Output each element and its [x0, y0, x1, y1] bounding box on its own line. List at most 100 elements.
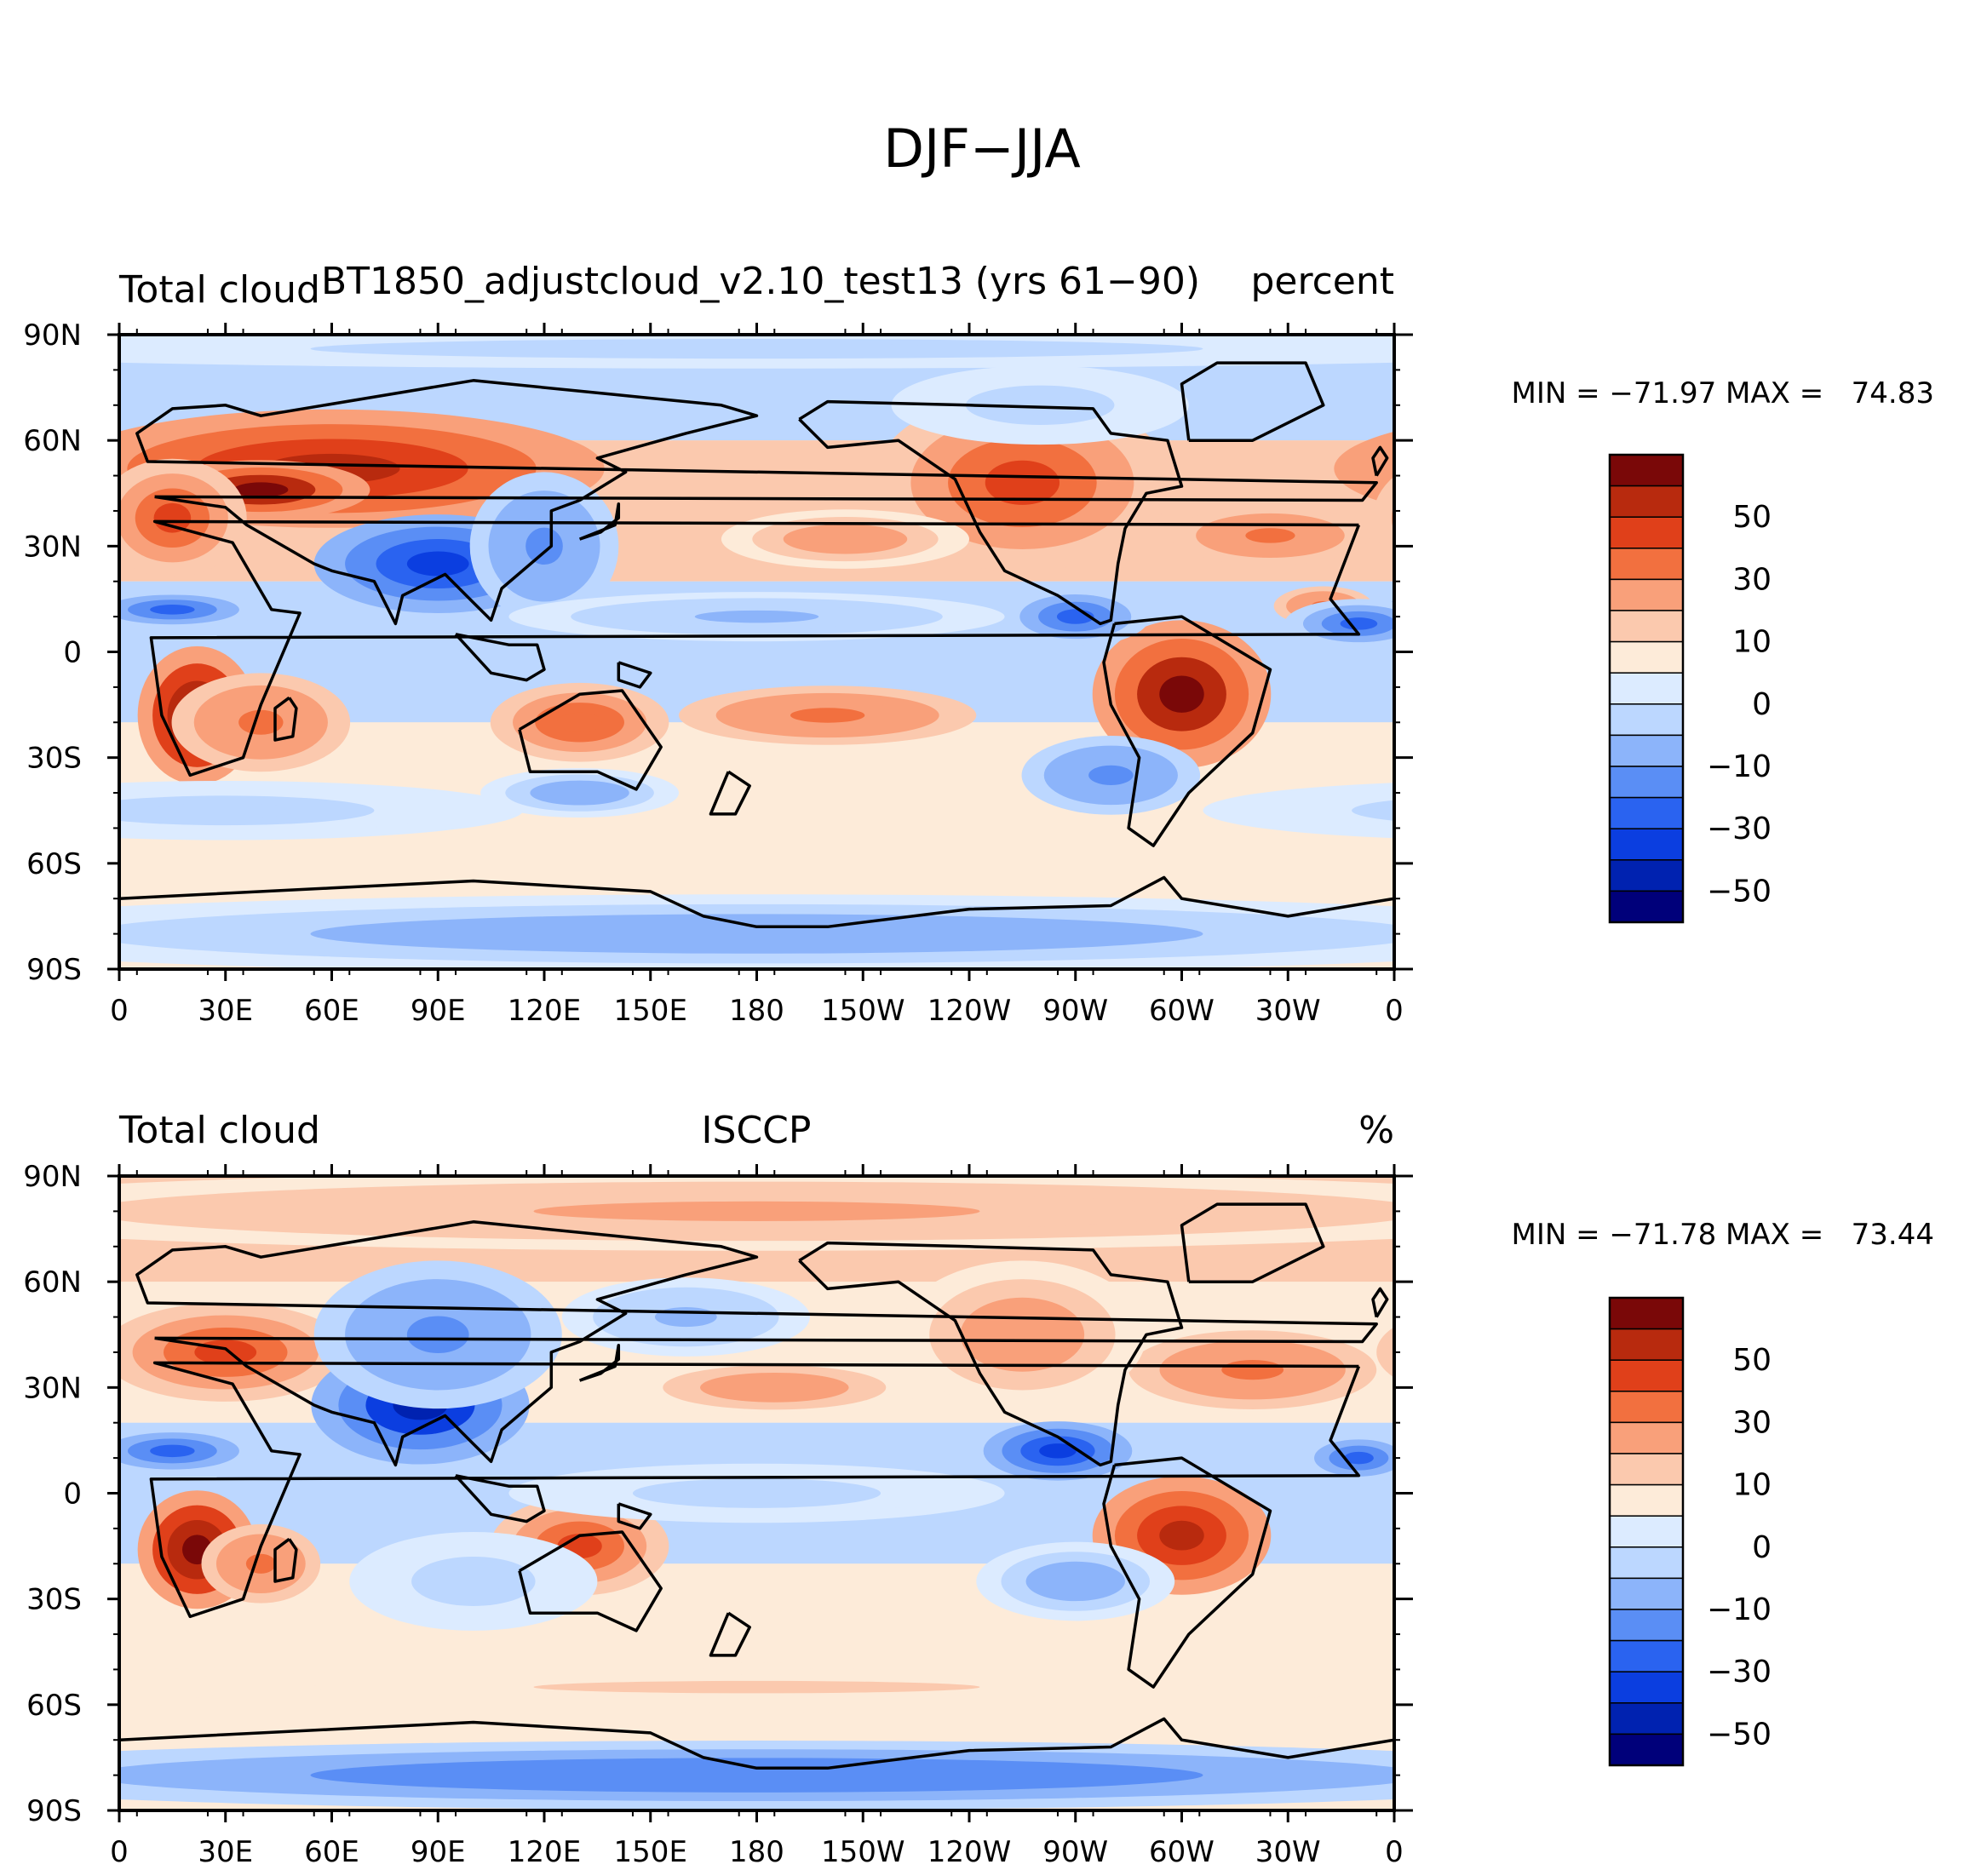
- colorbar-segment: [1609, 890, 1684, 923]
- anomaly-blob: [194, 1340, 257, 1365]
- coastline: [119, 875, 1394, 929]
- anomaly-blob: [245, 1553, 276, 1574]
- anomaly-blob: [1586, 339, 1964, 359]
- x-tick-label: 120W: [927, 994, 1012, 1028]
- colorbar-segment: [1609, 1297, 1684, 1330]
- y-tick-label: 90N: [23, 318, 82, 353]
- anomaly-blob: [1439, 1328, 1563, 1377]
- y-tick-label: 30N: [23, 1371, 82, 1405]
- x-tick-label: 90W: [1042, 994, 1108, 1028]
- anomaly-blob: [737, 1380, 812, 1396]
- coastline: [798, 1241, 1184, 1467]
- colorbar-label: 50: [1732, 500, 1772, 535]
- x-tick-label: 60E: [304, 1835, 359, 1869]
- colorbar-segment: [1609, 640, 1684, 674]
- coastline: [518, 1530, 663, 1632]
- anomaly-blob: [694, 1485, 819, 1501]
- x-tick-label: 0: [110, 1835, 129, 1869]
- anomaly-blob: [150, 605, 195, 615]
- y-tick-label: 60N: [23, 1265, 82, 1299]
- y-tick-label: 30S: [26, 742, 82, 776]
- coastline: [1102, 1456, 1272, 1689]
- anomaly-blob: [238, 709, 284, 735]
- colorbar-segment: [1609, 1609, 1684, 1642]
- x-tick-label: 150W: [821, 994, 905, 1028]
- figure-title: DJF−JJA: [883, 118, 1081, 180]
- colorbar-segment: [1609, 1391, 1684, 1424]
- colorbar-segment: [1609, 828, 1684, 861]
- x-tick-label: 60E: [304, 994, 359, 1028]
- anomaly-blob: [406, 551, 469, 577]
- colorbar-segment: [1609, 610, 1684, 643]
- coastline: [454, 1474, 546, 1523]
- coastline: [149, 519, 1361, 777]
- colorbar-segment: [1609, 1702, 1684, 1735]
- coastline: [1371, 1287, 1389, 1318]
- panel-top-stats: MIN = −71.97 MAX = 74.83: [1512, 376, 1934, 410]
- colorbar-label: −10: [1707, 749, 1772, 784]
- colorbar-label: −30: [1707, 812, 1772, 846]
- colorbar-label: −30: [1707, 1655, 1772, 1690]
- anomaly-blob: [1362, 1767, 1394, 1783]
- panel-top-center-title: BT1850_adjustcloud_v2.10_test13 (yrs 61−…: [321, 260, 1200, 303]
- anomaly-blob: [533, 1766, 980, 1784]
- coastline: [518, 689, 663, 791]
- y-tick-label: 0: [63, 1477, 82, 1512]
- x-tick-label: 120E: [508, 1835, 581, 1869]
- colorbar-label: 0: [1752, 1530, 1772, 1565]
- anomaly-blob: [991, 1316, 1054, 1353]
- anomaly-blob: [654, 1306, 717, 1328]
- anomaly-blob: [1362, 1681, 1394, 1693]
- panel-bottom-left-title: Total cloud: [118, 1109, 320, 1152]
- anomaly-blob: [1410, 488, 1484, 548]
- anomaly-blob: [1159, 675, 1204, 713]
- y-tick-label: 30S: [26, 1583, 82, 1617]
- colorbar-segment: [1609, 859, 1684, 892]
- panel-top: Total cloud BT1850_adjustcloud_v2.10_tes…: [23, 260, 1964, 1028]
- anomaly-blob: [1373, 476, 1394, 559]
- anomaly-blob: [1362, 1202, 1394, 1220]
- anomaly-blob: [533, 1680, 980, 1694]
- coastline: [617, 661, 652, 689]
- y-tick-label: 90N: [23, 1160, 82, 1194]
- anomaly-blob: [1050, 1571, 1100, 1592]
- colorbar-label: −10: [1707, 1592, 1772, 1627]
- anomaly-blob: [525, 527, 563, 565]
- x-tick-label: 180: [729, 994, 784, 1028]
- anomaly-blob: [533, 343, 980, 354]
- colorbar-frame: [1608, 1296, 1685, 1767]
- anomaly-blob: [150, 1444, 195, 1458]
- colorbar-segment: [1609, 796, 1684, 829]
- colorbar-segment: [1609, 548, 1684, 581]
- colorbar-segment: [1609, 1733, 1684, 1766]
- y-tick-label: 30N: [23, 530, 82, 564]
- coastline: [1180, 361, 1325, 442]
- coastline: [709, 1611, 751, 1657]
- colorbar-label: 10: [1732, 1468, 1772, 1503]
- anomaly-blob: [233, 482, 289, 497]
- panel-bottom-center-title: ISCCP: [702, 1109, 812, 1152]
- colorbar-segment: [1609, 766, 1684, 799]
- colorbar-label: 10: [1732, 625, 1772, 660]
- anomaly-blob: [1403, 600, 1492, 619]
- anomaly-blob: [1403, 1438, 1492, 1463]
- colorbar-label: −50: [1707, 874, 1772, 909]
- colorbar-segment: [1609, 1483, 1684, 1517]
- anomaly-blob: [1391, 504, 1394, 532]
- x-tick-label: 60W: [1149, 994, 1215, 1028]
- colorbar-segment: [1609, 1453, 1684, 1486]
- anomaly-blob: [1408, 1315, 1594, 1389]
- x-tick-label: 150W: [821, 1835, 905, 1869]
- anomaly-blob: [1362, 925, 1394, 944]
- x-tick-label: 0: [1385, 994, 1404, 1028]
- anomaly-blob: [1002, 395, 1077, 416]
- y-tick-label: 90S: [26, 1794, 82, 1828]
- anomaly-blob: [442, 1569, 505, 1594]
- x-tick-label: 90W: [1042, 1835, 1108, 1869]
- y-tick-label: 60S: [26, 1689, 82, 1723]
- anomaly-blob: [1809, 1766, 1964, 1783]
- panel-bottom: Total cloud ISCCP % MIN = −71.78 MAX = 7…: [23, 1109, 1964, 1869]
- colorbar-label: 0: [1752, 687, 1772, 722]
- coastline: [119, 1717, 1394, 1770]
- anomaly-blob: [554, 786, 605, 800]
